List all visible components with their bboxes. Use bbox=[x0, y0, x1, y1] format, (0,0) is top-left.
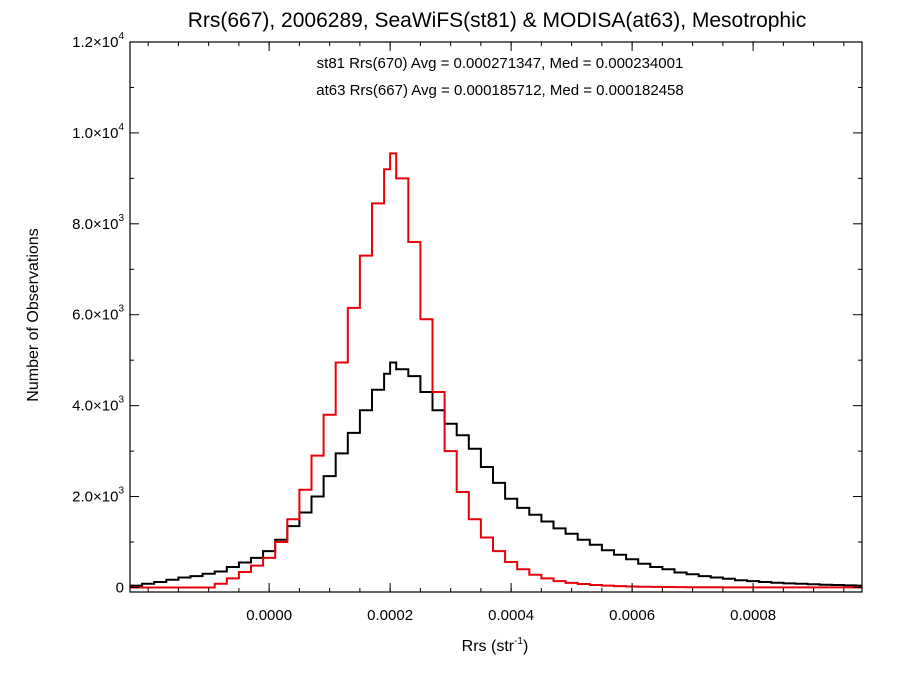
y-tick-label: 2.0×103 bbox=[72, 486, 124, 506]
annotation-at63-stats: at63 Rrs(667) Avg = 0.000185712, Med = 0… bbox=[316, 82, 684, 99]
plot-frame bbox=[129, 41, 863, 593]
x-tick-label: 0.0000 bbox=[246, 607, 292, 624]
x-tick-label: 0.0004 bbox=[488, 607, 534, 624]
y-tick-label: 6.0×103 bbox=[72, 304, 124, 324]
y-tick-label: 0 bbox=[116, 579, 124, 596]
plot-area bbox=[129, 41, 863, 593]
x-axis-label-main: Rrs (str bbox=[462, 638, 515, 655]
chart-title: Rrs(667), 2006289, SeaWiFS(st81) & MODIS… bbox=[188, 9, 807, 32]
x-axis-label: Rrs (str-1) bbox=[462, 636, 529, 655]
x-axis-label-close: ) bbox=[523, 638, 528, 655]
y-tick-label: 8.0×103 bbox=[72, 213, 124, 233]
y-axis-label: Number of Observations bbox=[25, 228, 42, 401]
y-tick-label: 4.0×103 bbox=[72, 395, 124, 415]
x-axis-ticks: 0.0000 0.0002 0.0004 0.0006 0.0008 bbox=[147, 42, 845, 624]
series-line-st81 bbox=[130, 361, 862, 587]
x-tick-label: 0.0002 bbox=[367, 607, 413, 624]
y-axis-ticks: 0 2.0×103 4.0×103 6.0×103 8.0×103 1.0×104 1.2×… bbox=[72, 31, 862, 596]
series-line-at63 bbox=[130, 152, 862, 589]
x-axis-label-superscript: -1 bbox=[514, 636, 523, 647]
x-tick-label: 0.0006 bbox=[609, 607, 655, 624]
x-tick-label: 0.0008 bbox=[730, 607, 776, 624]
y-tick-label: 1.2×104 bbox=[72, 31, 124, 51]
y-tick-label: 1.0×104 bbox=[72, 122, 124, 142]
annotation-st81-stats: st81 Rrs(670) Avg = 0.000271347, Med = 0… bbox=[317, 55, 684, 72]
